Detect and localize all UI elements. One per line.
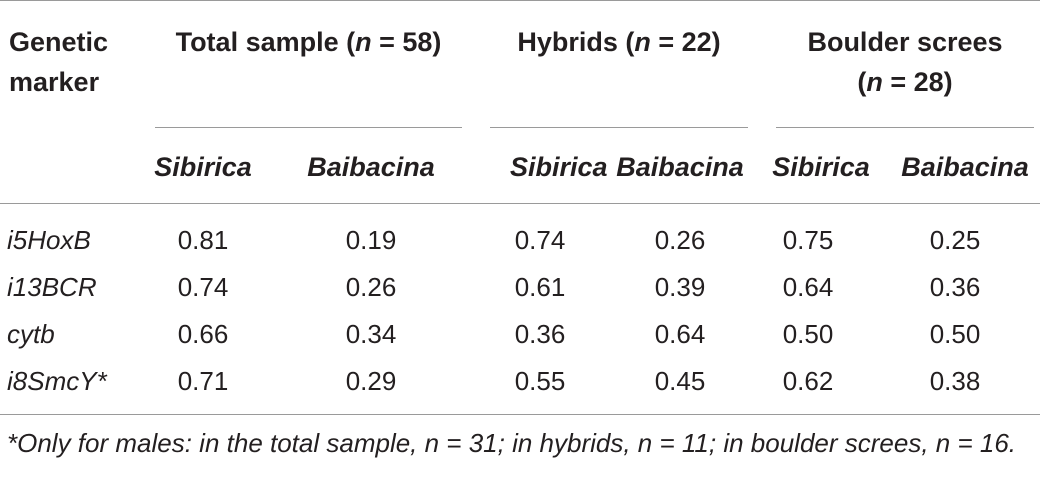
group-rule-total-sample	[155, 127, 462, 128]
table-cell: 0.81	[177, 225, 229, 255]
header-genetic-marker-line1: Genetic	[9, 27, 109, 57]
table-cell: 0.39	[654, 272, 706, 302]
row-marker-label: i5HoxB	[7, 225, 91, 255]
table-cell: 0.75	[782, 225, 834, 255]
table-cell: 0.29	[345, 366, 397, 396]
subheader-boulder-sibirica: Sibirica	[772, 152, 870, 182]
subheader-total-baibacina: Baibacina	[307, 152, 435, 182]
table-cell: 0.34	[345, 319, 397, 349]
row-marker-label: i13BCR	[7, 272, 97, 302]
header-bottom-rule	[0, 203, 1040, 204]
subheader-hybrids-baibacina: Baibacina	[616, 152, 744, 182]
table-cell: 0.64	[654, 319, 706, 349]
header-group-total-sample: Total sample (n = 58)	[175, 27, 442, 57]
table-cell: 0.19	[345, 225, 397, 255]
header-genetic-marker-line2: marker	[9, 67, 100, 97]
table-cell: 0.61	[514, 272, 566, 302]
table-cell: 0.64	[782, 272, 834, 302]
header-genetic-marker: Genetic marker	[9, 22, 108, 102]
table-cell: 0.25	[929, 225, 981, 255]
table-cell: 0.26	[654, 225, 706, 255]
table-cell: 0.74	[514, 225, 566, 255]
header-group-boulder-screes-line2: (n = 28)	[857, 67, 953, 97]
group-rule-hybrids	[490, 127, 748, 128]
table-cell: 0.62	[782, 366, 834, 396]
header-group-boulder-screes: Boulder screes (n = 28)	[776, 22, 1034, 102]
table-cell: 0.36	[929, 272, 981, 302]
table-bottom-rule	[0, 414, 1040, 415]
group-rule-boulder-screes	[776, 127, 1034, 128]
header-group-boulder-screes-line1: Boulder screes	[807, 27, 1003, 57]
table-cell: 0.36	[514, 319, 566, 349]
table-cell: 0.50	[929, 319, 981, 349]
table-top-rule	[0, 0, 1040, 1]
subheader-total-sibirica: Sibirica	[154, 152, 252, 182]
table-cell: 0.55	[514, 366, 566, 396]
header-group-hybrids: Hybrids (n = 22)	[517, 27, 721, 57]
table-cell: 0.38	[929, 366, 981, 396]
table-cell: 0.71	[177, 366, 229, 396]
row-marker-label: i8SmcY*	[7, 366, 107, 396]
subheader-hybrids-sibirica: Sibirica	[510, 152, 608, 182]
table-footnote: *Only for males: in the total sample, n …	[7, 428, 1017, 458]
subheader-boulder-baibacina: Baibacina	[901, 152, 1029, 182]
table-cell: 0.50	[782, 319, 834, 349]
table-cell: 0.66	[177, 319, 229, 349]
row-marker-label: cytb	[7, 319, 55, 349]
table-cell: 0.45	[654, 366, 706, 396]
table-cell: 0.26	[345, 272, 397, 302]
table-cell: 0.74	[177, 272, 229, 302]
